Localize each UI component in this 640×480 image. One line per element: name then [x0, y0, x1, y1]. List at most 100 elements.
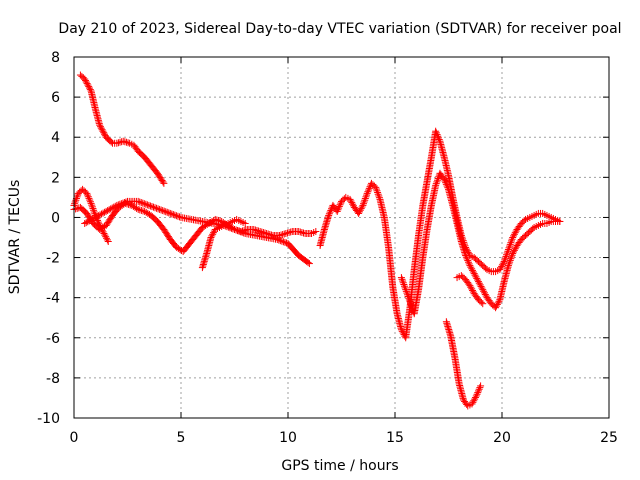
- data-point-seg7: [507, 255, 515, 263]
- data-point-seg6: [497, 264, 505, 272]
- data-point-seg1: [82, 78, 90, 86]
- data-point-seg7: [440, 175, 448, 183]
- data-point-seg6: [363, 191, 371, 199]
- data-point-seg4: [120, 199, 128, 207]
- y-tick-label: 4: [51, 130, 60, 146]
- data-point-seg4: [113, 201, 121, 209]
- data-point-seg3: [277, 231, 285, 239]
- data-point-seg4: [237, 228, 245, 236]
- data-points: [70, 71, 564, 410]
- data-point-seg3: [137, 206, 145, 214]
- data-point-seg3: [312, 227, 320, 235]
- data-point-seg4: [304, 259, 312, 267]
- data-point-seg4: [107, 205, 115, 213]
- data-point-seg4: [117, 200, 125, 208]
- axis-ticks: 0 5 10 15 20 25 -10 -8 -6 -4 -2 0 2 4 6 8: [37, 50, 618, 446]
- data-point-seg7: [493, 300, 501, 308]
- data-point-seg7: [398, 275, 406, 283]
- data-point-seg1: [107, 138, 115, 146]
- plot-frame: [73, 56, 610, 419]
- data-point-seg8: [472, 392, 480, 400]
- data-point-seg4: [143, 201, 151, 209]
- data-point-seg2: [84, 191, 92, 199]
- data-point-seg7: [477, 282, 485, 290]
- data-point-seg7: [481, 290, 489, 298]
- data-point-seg6: [360, 200, 368, 208]
- data-point-seg6: [365, 186, 373, 194]
- data-point-seg7: [432, 180, 440, 188]
- y-tick-label: 2: [51, 170, 60, 186]
- data-point-seg2: [100, 229, 108, 237]
- data-point-seg4: [96, 211, 104, 219]
- data-point-seg4: [168, 210, 176, 218]
- data-point-seg3: [126, 201, 134, 209]
- data-point-seg4: [84, 218, 92, 226]
- x-tick-label: 5: [177, 430, 186, 446]
- data-point-seg4: [122, 198, 130, 206]
- data-point-seg6: [506, 240, 514, 248]
- data-point-seg6: [496, 266, 504, 274]
- data-point-seg7: [508, 251, 516, 259]
- data-point-seg6: [335, 204, 343, 212]
- y-tick-label: -10: [37, 411, 60, 427]
- data-point-seg7: [473, 274, 481, 282]
- y-tick-label: 8: [51, 50, 60, 66]
- data-point-seg9: [466, 282, 474, 290]
- data-point-seg1: [100, 130, 108, 138]
- data-point-seg2: [102, 233, 110, 241]
- data-point-seg7: [462, 252, 470, 260]
- data-point-seg6: [499, 259, 507, 267]
- data-point-seg2: [86, 198, 94, 206]
- data-point-seg4: [102, 207, 110, 215]
- data-point-seg4: [238, 228, 246, 236]
- data-point-seg7: [434, 174, 442, 182]
- data-point-seg4: [88, 215, 96, 223]
- data-point-seg7: [404, 293, 412, 301]
- data-point-seg1: [122, 138, 130, 146]
- x-tick-label: 10: [279, 430, 297, 446]
- data-point-seg8: [473, 390, 481, 398]
- data-point-seg4: [163, 208, 171, 216]
- data-point-seg7: [475, 279, 483, 287]
- data-point-seg2: [89, 205, 97, 213]
- data-point-seg7: [529, 225, 537, 233]
- data-point-seg2: [103, 236, 111, 244]
- data-point-seg3: [133, 204, 141, 212]
- data-point-seg4: [90, 214, 98, 222]
- data-point-seg1: [98, 126, 106, 134]
- data-point-seg7: [474, 276, 482, 284]
- data-point-seg4: [278, 237, 286, 245]
- data-point-seg4: [114, 201, 122, 209]
- data-point-seg6: [325, 211, 333, 219]
- data-point-seg3: [295, 227, 303, 235]
- data-point-seg1: [97, 124, 105, 132]
- data-point-seg1: [86, 86, 94, 94]
- data-point-seg7: [479, 286, 487, 294]
- data-point-seg7: [433, 178, 441, 186]
- data-point-seg4: [139, 199, 147, 207]
- data-point-seg7: [470, 270, 478, 278]
- data-point-seg6: [509, 234, 517, 241]
- data-point-seg6: [375, 194, 383, 202]
- data-point-seg7: [510, 248, 518, 256]
- data-point-seg3: [280, 230, 288, 238]
- data-point-seg4: [119, 199, 127, 207]
- data-point-seg6: [508, 235, 516, 243]
- data-point-seg8: [474, 389, 482, 397]
- data-point-seg4: [94, 212, 102, 220]
- data-point-seg6: [500, 258, 508, 266]
- data-point-seg6: [356, 206, 364, 214]
- data-point-seg4: [227, 224, 235, 232]
- data-point-seg2: [90, 208, 98, 216]
- data-point-seg6: [358, 203, 366, 211]
- data-point-seg7: [442, 179, 450, 187]
- data-point-seg4: [235, 227, 243, 235]
- data-point-seg8: [471, 395, 479, 403]
- data-point-seg6: [360, 198, 368, 206]
- data-point-seg4: [101, 208, 109, 216]
- data-point-seg1: [99, 127, 107, 135]
- data-point-seg1: [113, 139, 121, 147]
- data-point-seg4: [273, 236, 281, 244]
- data-point-seg7: [400, 280, 408, 288]
- data-point-seg6: [361, 195, 369, 203]
